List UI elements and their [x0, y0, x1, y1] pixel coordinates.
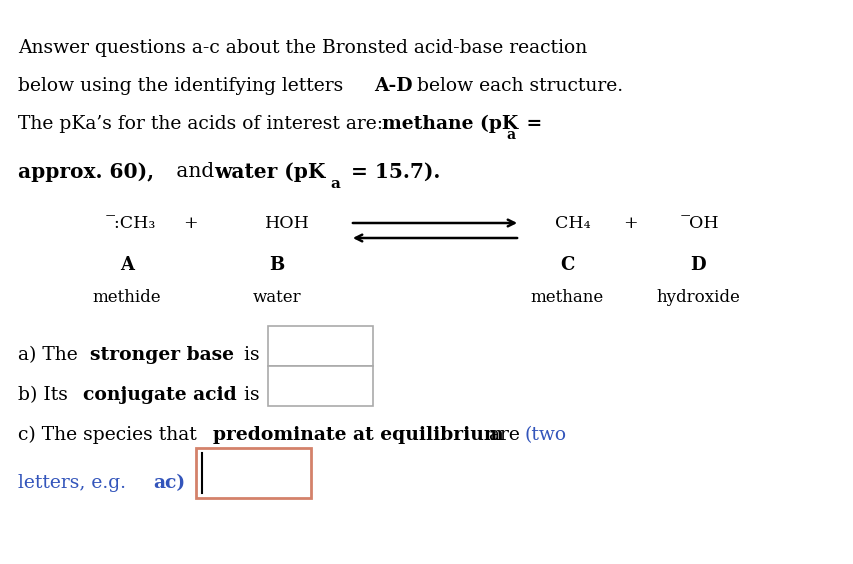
Text: letters, e.g.: letters, e.g.	[18, 474, 132, 492]
Text: and: and	[170, 162, 220, 181]
Text: D: D	[689, 256, 705, 274]
Bar	[268, 326, 373, 366]
Text: conjugate acid: conjugate acid	[83, 386, 236, 404]
Text: ̅:CH₃: ̅:CH₃	[115, 215, 156, 232]
Text: =: =	[519, 115, 542, 133]
Text: CH₄: CH₄	[554, 215, 590, 232]
Text: = 15.7).: = 15.7).	[344, 162, 440, 182]
Bar	[268, 366, 373, 406]
Text: a: a	[506, 128, 514, 142]
Text: The pKa’s for the acids of interest are:: The pKa’s for the acids of interest are:	[18, 115, 389, 133]
Text: (two: (two	[525, 426, 566, 444]
Text: a: a	[329, 177, 339, 191]
Text: methide: methide	[93, 289, 161, 306]
Text: below each structure.: below each structure.	[410, 77, 623, 95]
Bar	[196, 448, 310, 498]
Text: is: is	[238, 386, 259, 404]
Text: B: B	[269, 256, 284, 274]
Text: is: is	[238, 346, 259, 364]
Text: are: are	[483, 426, 525, 444]
Text: below using the identifying letters: below using the identifying letters	[18, 77, 349, 95]
Text: c) The species that: c) The species that	[18, 426, 202, 444]
Text: methane (pK: methane (pK	[381, 115, 518, 133]
Text: b) Its: b) Its	[18, 386, 74, 404]
Text: ac): ac)	[153, 474, 185, 492]
Text: predominate at equilibrium: predominate at equilibrium	[212, 426, 503, 444]
Text: water (pK: water (pK	[214, 162, 325, 182]
Text: A: A	[120, 256, 134, 274]
Text: +: +	[183, 215, 197, 232]
Text: water: water	[252, 289, 301, 306]
Text: a) The: a) The	[18, 346, 84, 364]
Text: C: C	[560, 256, 573, 274]
Text: stronger base: stronger base	[90, 346, 234, 364]
Text: A-D: A-D	[374, 77, 412, 95]
Text: methane: methane	[530, 289, 603, 306]
Text: approx. 60),: approx. 60),	[18, 162, 154, 182]
Text: Answer questions a-c about the Bronsted acid-base reaction: Answer questions a-c about the Bronsted …	[18, 39, 587, 57]
Text: +: +	[622, 215, 636, 232]
Text: hydroxide: hydroxide	[655, 289, 739, 306]
Text: ̅OH: ̅OH	[689, 215, 719, 232]
Text: HOH: HOH	[264, 215, 310, 232]
